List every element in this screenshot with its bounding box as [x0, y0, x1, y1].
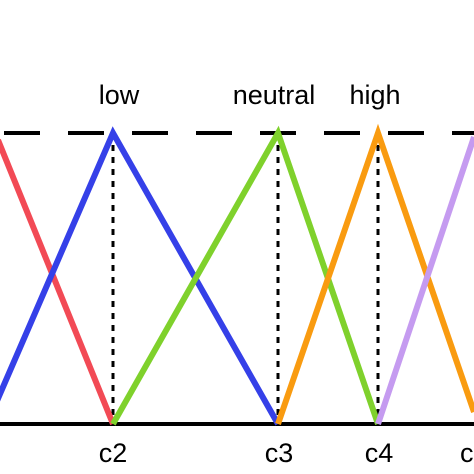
purple-membership-line: [375, 136, 474, 425]
label-high: high: [349, 80, 400, 110]
label-low: low: [99, 80, 140, 110]
tick-label-c5-partial: c: [460, 438, 474, 468]
tick-label-c2: c2: [99, 438, 128, 468]
tick-label-c4: c4: [365, 438, 394, 468]
red-membership-line: [0, 138, 116, 426]
orange-membership-line-high: [275, 123, 474, 425]
tick-label-c3: c3: [265, 438, 294, 468]
blue-membership-line-low: [0, 126, 281, 426]
label-neutral: neutral: [233, 80, 316, 110]
green-membership-line-neutral: [110, 125, 381, 426]
